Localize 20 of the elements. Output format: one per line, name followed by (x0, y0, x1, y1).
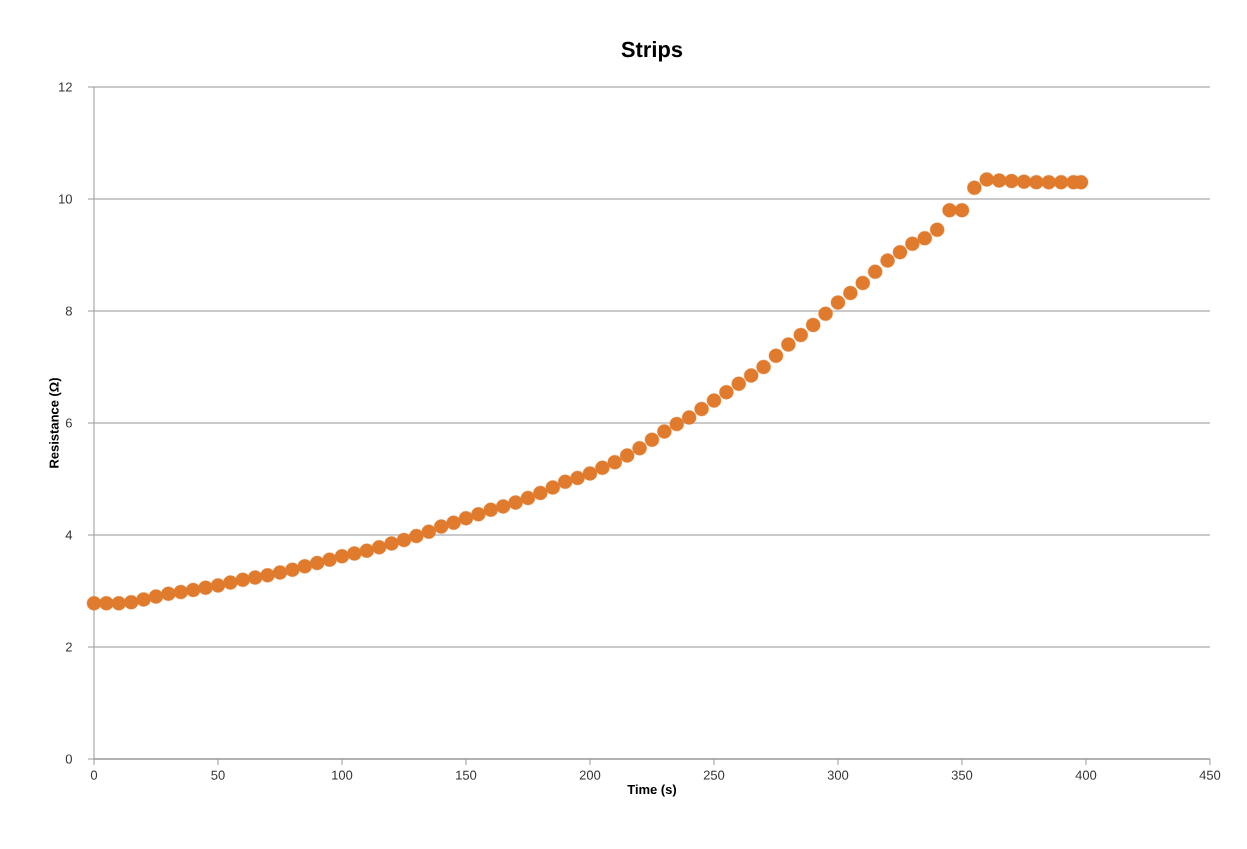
y-tick-label: 10 (59, 194, 72, 204)
y-tick-label: 2 (65, 642, 72, 652)
y-tick-label: 12 (59, 82, 72, 92)
y-tick-label: 4 (65, 530, 73, 540)
x-tick-label: 350 (951, 770, 973, 780)
y-tick-label: 6 (65, 418, 72, 428)
x-tick-label: 450 (1199, 770, 1221, 780)
chart-title: Strips (621, 41, 683, 62)
x-tick-label: 50 (211, 770, 225, 780)
x-tick-label: 150 (456, 770, 477, 780)
y-axis-title: Resistance (Ω) (49, 378, 62, 468)
x-tick-label: 250 (703, 770, 725, 780)
y-tick-label: 0 (65, 754, 72, 764)
x-tick-label: 0 (90, 770, 98, 780)
y-tick-label: 8 (65, 306, 72, 316)
x-tick-label: 200 (579, 770, 601, 780)
x-tick-label: 400 (1075, 770, 1097, 780)
x-tick-label: 300 (827, 770, 849, 780)
x-tick-label: 100 (332, 770, 353, 780)
x-axis-title: Time (s) (627, 784, 677, 797)
